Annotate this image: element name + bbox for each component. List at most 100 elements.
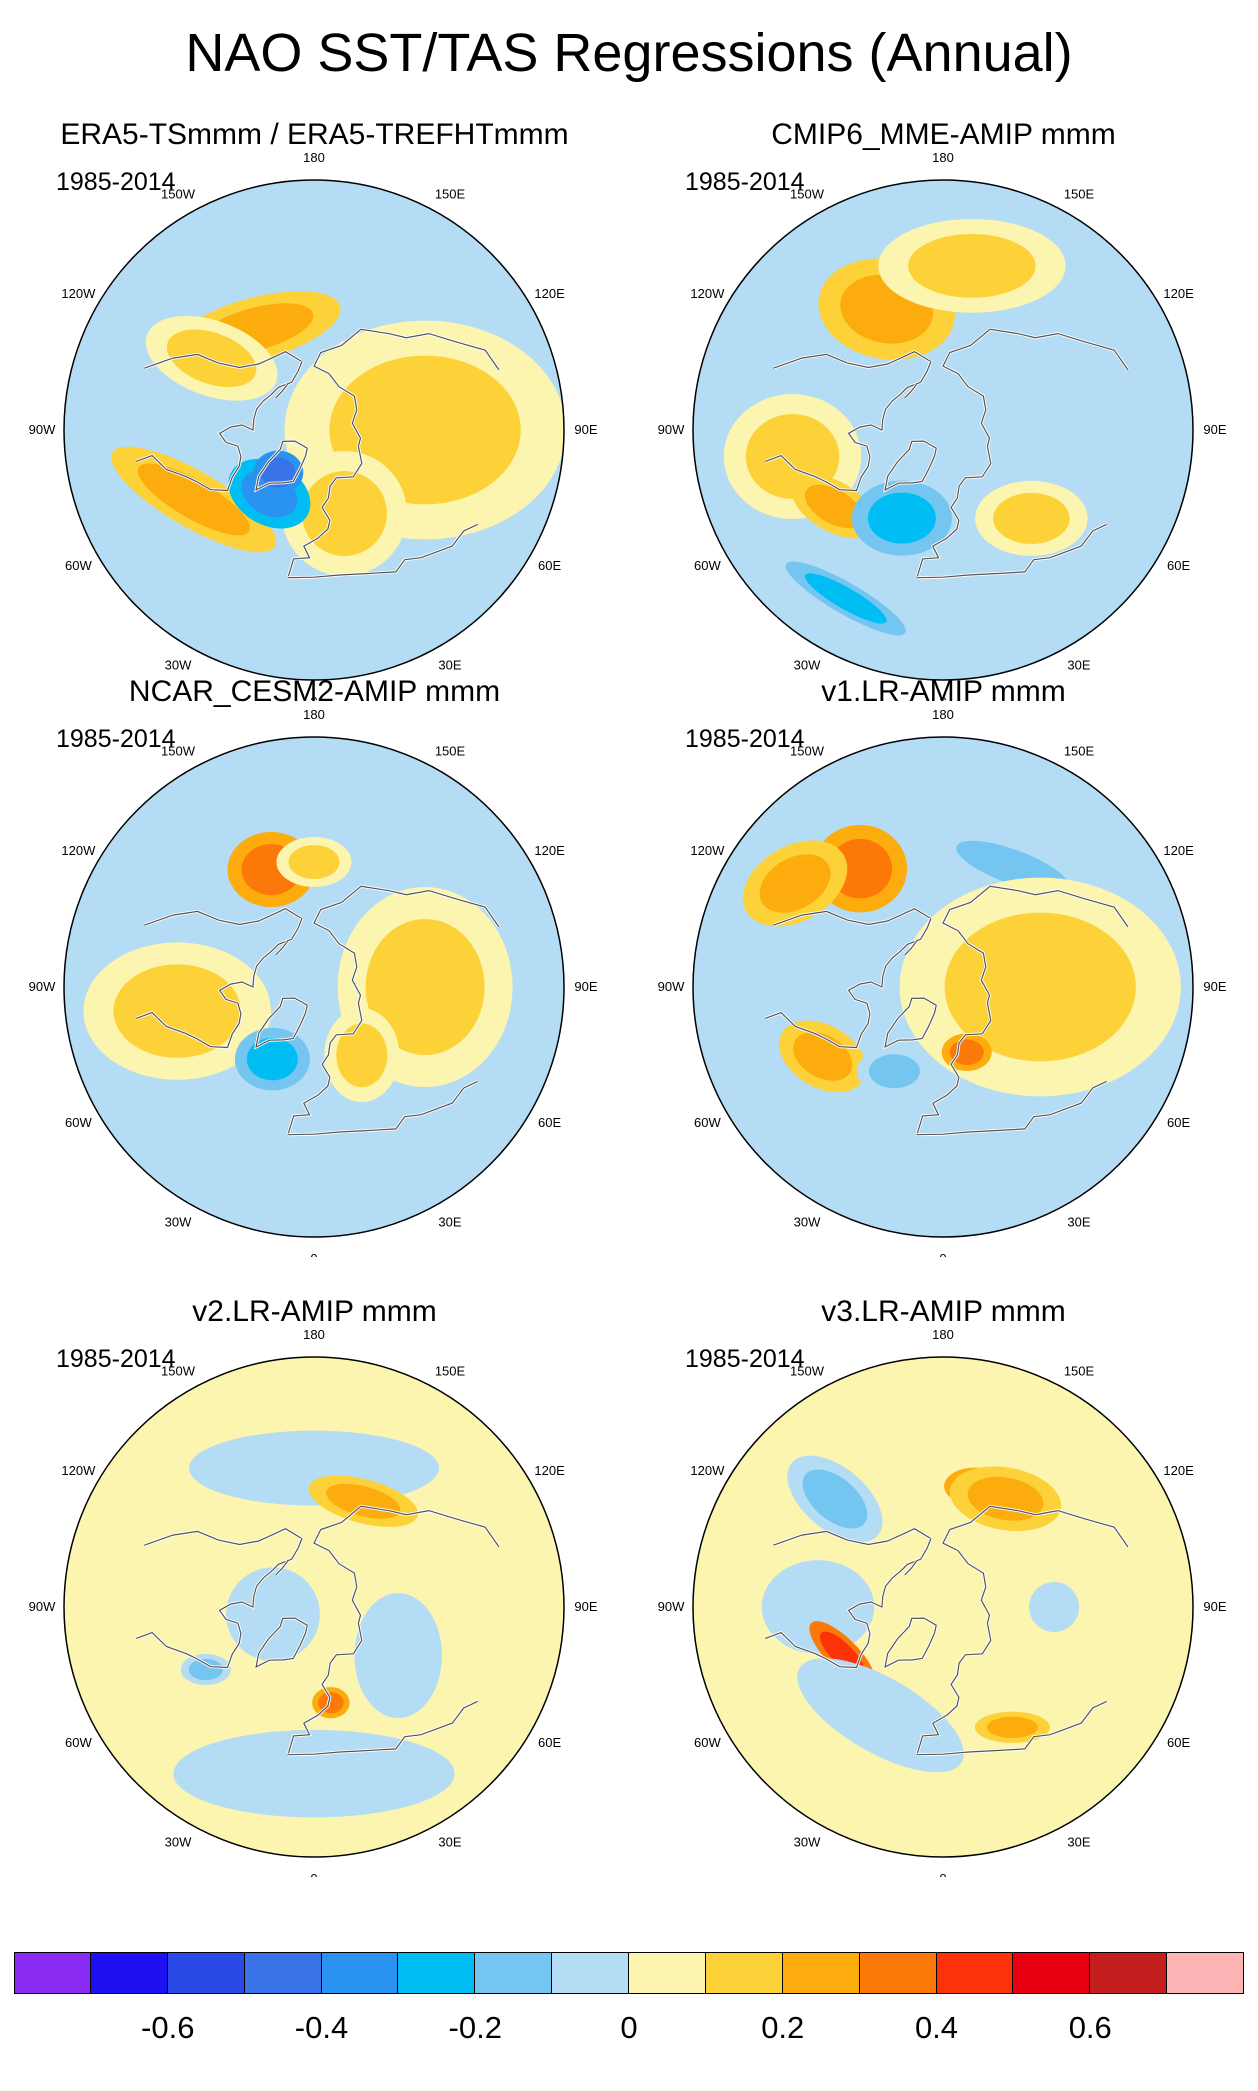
longitude-label: 180 xyxy=(932,707,954,722)
coastline xyxy=(144,351,303,369)
coastline xyxy=(916,885,1129,1135)
anomaly-region xyxy=(241,1582,305,1647)
longitude-label: 30E xyxy=(1067,1215,1090,1230)
coastline xyxy=(773,908,932,926)
anomaly-region xyxy=(986,1716,1038,1738)
anomaly-region xyxy=(218,1743,410,1804)
coastline xyxy=(773,1528,932,1546)
longitude-label: 90E xyxy=(1203,979,1226,994)
anomaly-region xyxy=(288,845,340,879)
longitude-label: 150W xyxy=(161,186,196,201)
panel-title: v1.LR-AMIP mmm xyxy=(821,675,1066,708)
longitude-label: 120W xyxy=(690,843,725,858)
longitude-label: 150W xyxy=(790,743,825,758)
coastline xyxy=(255,1617,308,1668)
map-boundary xyxy=(63,179,565,681)
anomaly-region xyxy=(944,912,1136,1062)
coastline xyxy=(916,1700,1107,1756)
longitude-label: 30W xyxy=(165,1215,192,1230)
longitude-label: 120W xyxy=(61,286,96,301)
longitude-label: 120E xyxy=(1163,1463,1194,1478)
period-label: 1985-2014 xyxy=(685,1345,805,1373)
longitude-label: 150W xyxy=(161,1363,196,1378)
coastline xyxy=(916,328,1129,578)
longitude-label: 90W xyxy=(658,979,685,994)
coastline xyxy=(255,997,308,1048)
longitude-label: 90W xyxy=(29,1599,56,1614)
figure-title: NAO SST/TAS Regressions (Annual) xyxy=(185,23,1073,83)
longitude-label: 120W xyxy=(690,286,725,301)
colorbar-swatch xyxy=(14,1952,91,1994)
polar-map: 180 150E 120E 90E 60E 30E 0 30W 60W 90W 120W 150W xyxy=(29,1327,598,1877)
period-label: 1985-2014 xyxy=(56,168,176,196)
coastline xyxy=(884,1617,937,1668)
coastline xyxy=(764,361,932,492)
longitude-label: 90W xyxy=(29,422,56,437)
longitude-label: 30E xyxy=(438,1835,461,1850)
longitude-label: 30E xyxy=(438,658,461,673)
anomaly-region xyxy=(113,964,241,1058)
longitude-label: 120E xyxy=(1163,286,1194,301)
anomaly-region xyxy=(908,233,1036,298)
longitude-label: 30E xyxy=(1067,658,1090,673)
colorbar-swatch xyxy=(1090,1952,1168,1994)
anomaly-region xyxy=(804,484,863,529)
colorbar-swatch xyxy=(552,1952,629,1994)
colorbar-swatch xyxy=(705,1952,783,1994)
longitude-label: 60W xyxy=(694,1735,721,1750)
longitude-label: 60E xyxy=(1167,1115,1190,1130)
longitude-label: 60W xyxy=(694,1115,721,1130)
map-boundary xyxy=(63,736,565,1238)
longitude-label: 60E xyxy=(538,558,561,573)
longitude-label: 90W xyxy=(29,979,56,994)
anomaly-region xyxy=(336,1023,388,1088)
colorbar-frame xyxy=(14,1952,1244,1994)
map-boundary xyxy=(692,1356,1194,1858)
anomaly-region xyxy=(867,492,936,544)
longitude-label: 60E xyxy=(1167,1735,1190,1750)
anomaly-region xyxy=(1037,1590,1072,1624)
polar-map: 180 150E 120E 90E 60E 30E 0 30W 60W 90W 120W 150W xyxy=(29,707,598,1257)
polar-map: 180 150E 120E 90E 60E 30E 0 30W 60W 90W 120W 150W xyxy=(29,150,598,700)
coastline xyxy=(275,1560,289,1576)
anomaly-region xyxy=(246,1037,298,1081)
colorbar-tick-label: 0.6 xyxy=(1068,2010,1112,2045)
anomaly-region xyxy=(759,854,831,913)
map-boundary xyxy=(692,179,1194,681)
longitude-label: 30W xyxy=(794,1835,821,1850)
colorbar-swatch xyxy=(475,1952,553,1994)
longitude-label: 120W xyxy=(61,1463,96,1478)
longitude-label: 60W xyxy=(65,558,92,573)
anomaly-region xyxy=(368,1613,428,1699)
map-panel-cmip6: CMIP6_MME-AMIP mmm 1985-2014 180 150E 120E 90… xyxy=(629,0,1258,700)
longitude-label: 90E xyxy=(574,422,597,437)
longitude-label: 150W xyxy=(161,743,196,758)
longitude-label: 120W xyxy=(61,843,96,858)
coastline xyxy=(144,908,303,926)
colorbar-swatch xyxy=(1167,1952,1244,1994)
colorbar-tick-label: -0.6 xyxy=(141,2010,195,2045)
longitude-label: 0 xyxy=(939,694,946,700)
anomaly-region xyxy=(804,573,887,624)
coastline xyxy=(135,361,303,492)
coastline xyxy=(904,940,918,956)
longitude-label: 90W xyxy=(658,422,685,437)
longitude-label: 60E xyxy=(538,1735,561,1750)
longitude-label: 180 xyxy=(932,150,954,165)
colorbar-swatch xyxy=(936,1952,1014,1994)
coastline xyxy=(904,383,918,399)
coastline xyxy=(287,1080,478,1136)
coastline xyxy=(255,440,308,491)
coastline xyxy=(904,1560,918,1576)
longitude-label: 90E xyxy=(1203,1599,1226,1614)
longitude-label: 150E xyxy=(1064,743,1095,758)
anomaly-region xyxy=(365,919,485,1055)
coastline xyxy=(764,918,932,1049)
colorbar-tick-label: 0.2 xyxy=(761,2010,805,2045)
panel-title: CMIP6_MME-AMIP mmm xyxy=(771,118,1116,151)
map-panel-cesm2: NCAR_CESM2-AMIP mmm 1985-2014 180 150E 120E 9… xyxy=(0,620,629,1257)
longitude-label: 90E xyxy=(1203,422,1226,437)
longitude-label: 90W xyxy=(658,1599,685,1614)
polar-map: 180 150E 120E 90E 60E 30E 0 30W 60W 90W 120W 150W xyxy=(658,1327,1227,1877)
period-label: 1985-2014 xyxy=(685,725,805,753)
